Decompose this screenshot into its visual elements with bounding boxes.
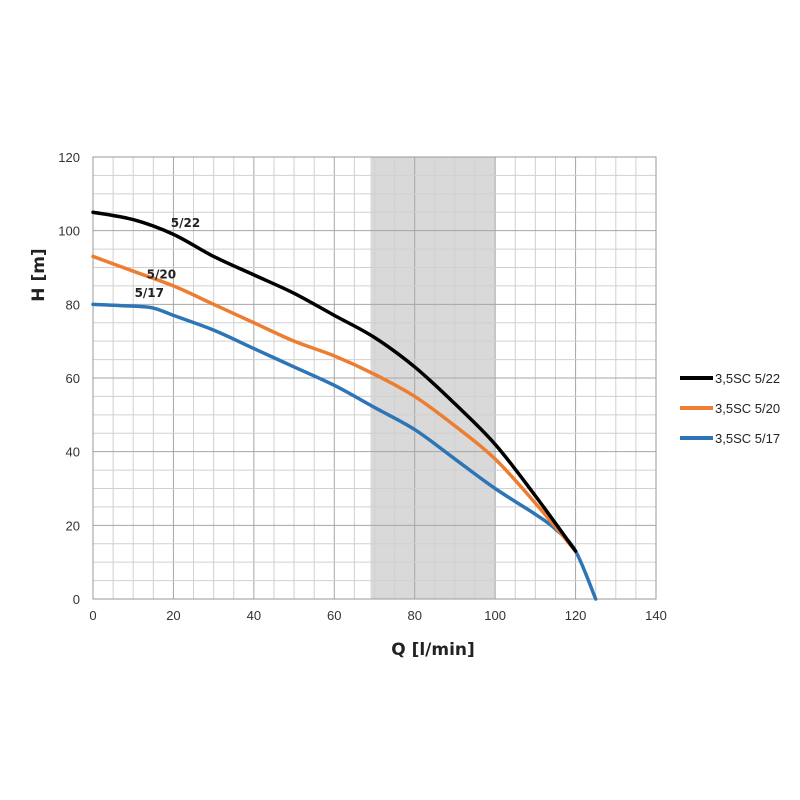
y-tick-label: 20	[66, 518, 80, 533]
y-tick-label: 0	[73, 592, 80, 607]
x-tick-label: 120	[565, 608, 587, 623]
x-tick-label: 80	[407, 608, 421, 623]
y-tick-label: 80	[66, 297, 80, 312]
plot-frame	[92, 156, 657, 600]
x-tick-label: 140	[645, 608, 667, 623]
legend: 3,5SC 5/22 3,5SC 5/20 3,5SC 5/17	[680, 371, 780, 446]
x-tick-label: 40	[247, 608, 261, 623]
curve-label-5-17: 5/17	[135, 286, 164, 300]
curve-label-5-22: 5/22	[171, 216, 200, 230]
legend-entry: 3,5SC 5/22	[715, 371, 780, 386]
x-axis-label: Q [l/min]	[391, 640, 475, 660]
legend-entry: 3,5SC 5/17	[715, 431, 780, 446]
y-tick-label: 40	[66, 445, 80, 460]
series-line-5-22	[91, 210, 578, 553]
legend-entry: 3,5SC 5/20	[715, 401, 780, 416]
x-tick-label: 100	[484, 608, 506, 623]
x-tick-label: 60	[327, 608, 341, 623]
series-line-5-17	[91, 302, 598, 601]
series-line-5-20	[91, 254, 578, 553]
y-tick-label: 120	[58, 150, 80, 165]
y-tick-label: 100	[58, 224, 80, 239]
x-tick-label: 0	[89, 608, 96, 623]
y-tick-label: 60	[66, 371, 80, 386]
x-tick-label: 20	[166, 608, 180, 623]
y-axis-label: H [m]	[29, 248, 49, 301]
curve-label-5-20: 5/20	[147, 268, 176, 282]
